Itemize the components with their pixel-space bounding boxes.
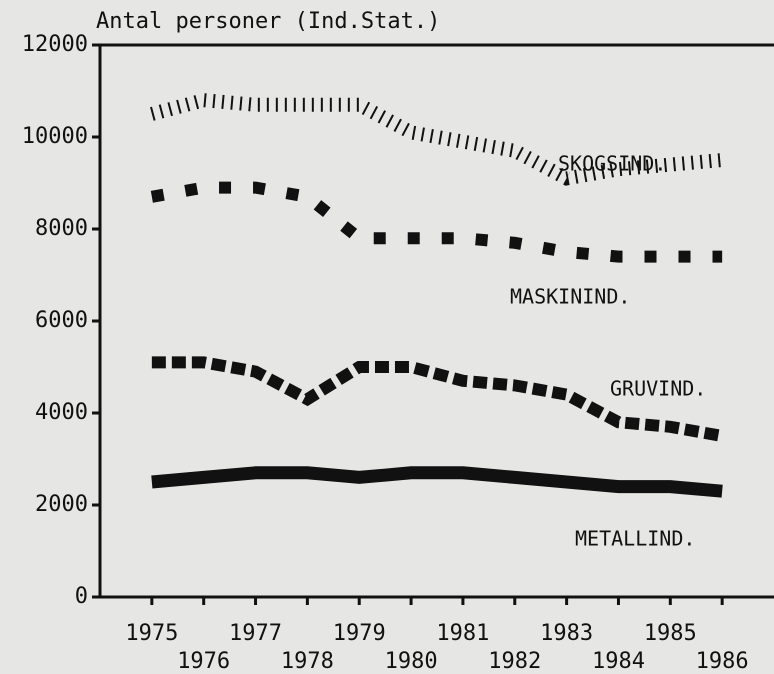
y-tick-label: 2000 xyxy=(35,492,88,517)
y-tick-label: 0 xyxy=(75,584,88,609)
x-tick-label: 1977 xyxy=(229,621,282,646)
series-line xyxy=(151,356,724,442)
series-line xyxy=(151,466,723,498)
x-tick-label: 1986 xyxy=(696,649,749,674)
x-tick-label: 1982 xyxy=(488,649,541,674)
series-label: SKOGSIND. xyxy=(558,152,666,176)
y-tick-label: 10000 xyxy=(22,124,88,149)
x-tick-label: 1985 xyxy=(644,621,697,646)
y-tick-label: 8000 xyxy=(35,216,88,241)
x-tick-label: 1983 xyxy=(540,621,593,646)
chart-title: Antal personer (Ind.Stat.) xyxy=(96,9,440,34)
y-tick-label: 4000 xyxy=(35,400,88,425)
x-tick-label: 1978 xyxy=(281,649,334,674)
x-tick-label: 1981 xyxy=(436,621,489,646)
x-tick-label: 1984 xyxy=(592,649,645,674)
x-tick-label: 1979 xyxy=(333,621,386,646)
series-label: MASKININD. xyxy=(510,285,630,309)
series-line xyxy=(150,181,723,263)
y-tick-label: 12000 xyxy=(22,32,88,57)
x-tick-label: 1980 xyxy=(385,649,438,674)
y-tick-label: 6000 xyxy=(35,308,88,333)
series-label: GRUVIND. xyxy=(610,377,706,401)
x-tick-label: 1976 xyxy=(177,649,230,674)
x-tick-label: 1975 xyxy=(125,621,178,646)
series-label: METALLIND. xyxy=(575,527,695,551)
